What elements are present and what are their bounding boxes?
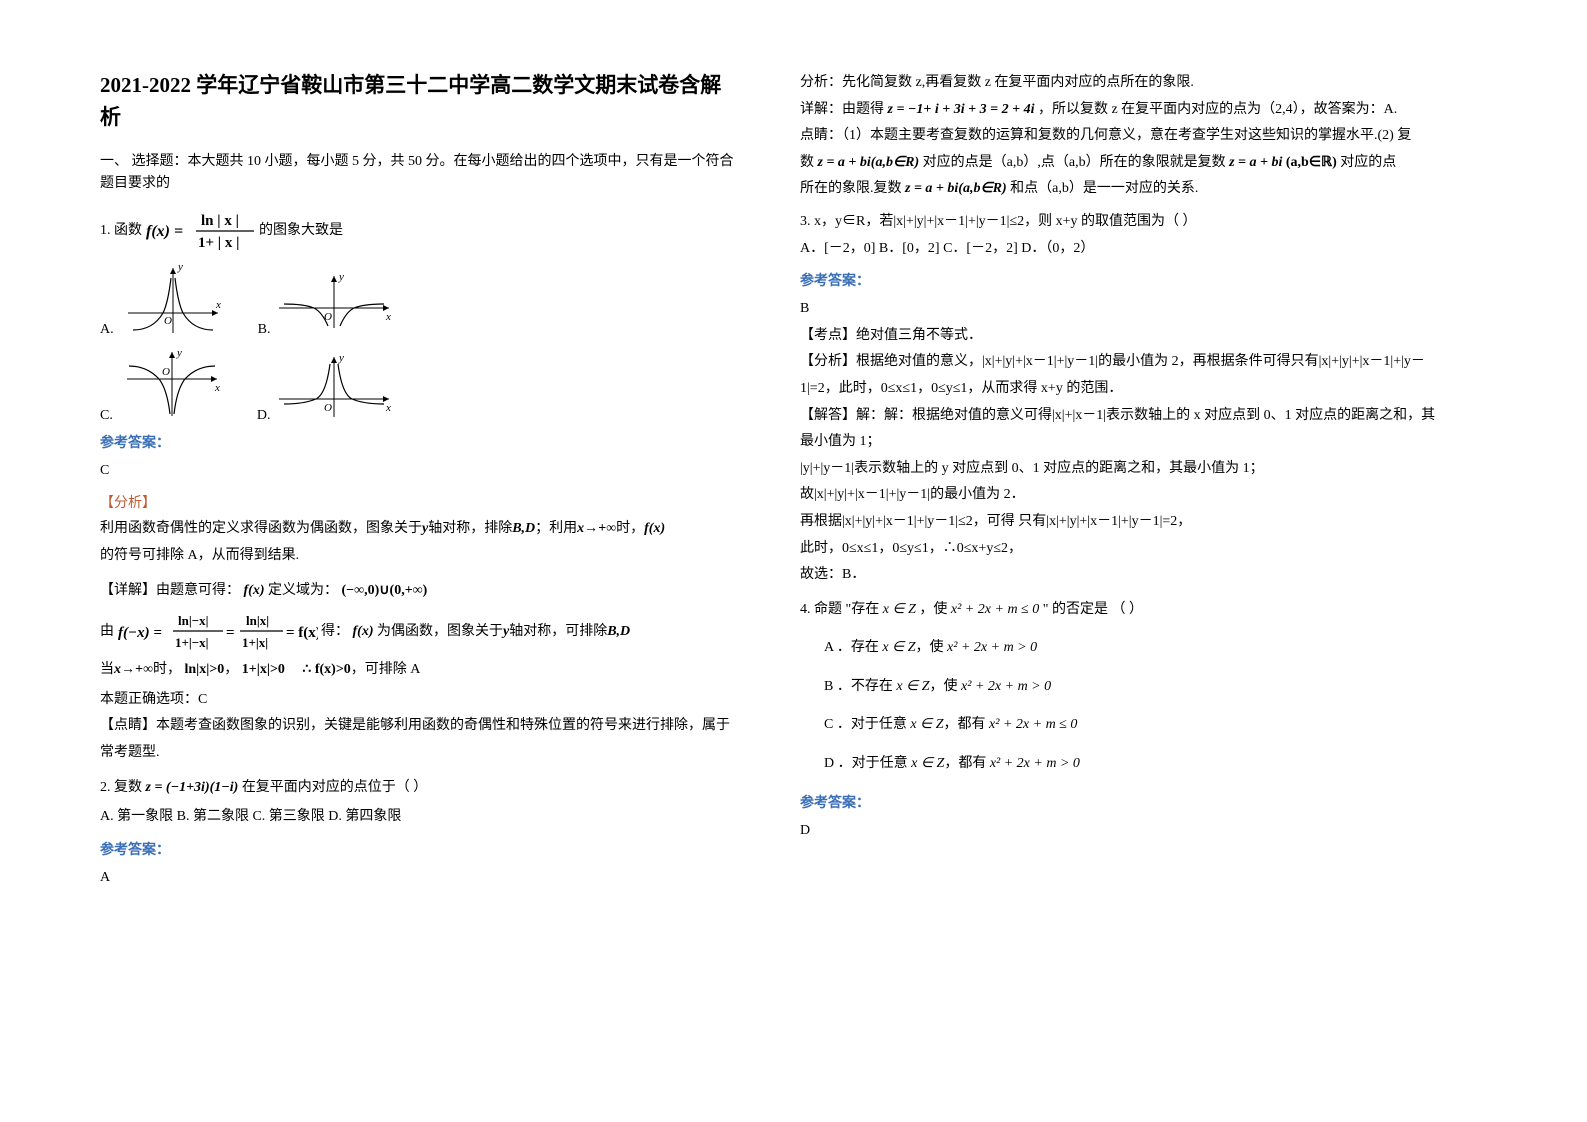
- svg-text:= f(x): = f(x): [286, 625, 318, 641]
- q1-options-row1: A. y x O B.: [100, 258, 740, 338]
- q3-jd5: 此时，0≤x≤1，0≤y≤1，∴0≤x+y≤2，: [800, 536, 1440, 563]
- q3-jd3: 故|x|+|y|+|x－1|+|y－1|的最小值为 2．: [800, 482, 1440, 509]
- svg-text:O: O: [324, 402, 332, 414]
- q2-answer-label: 参考答案：: [100, 839, 740, 859]
- q3-answer-label: 参考答案：: [800, 270, 1440, 290]
- q2-r4: 所在的象限.复数 z = a + bi(a,b∈R) 和点（a,b）是一一对应的…: [800, 176, 1440, 203]
- q4-answer-label: 参考答案：: [800, 792, 1440, 812]
- q1-when-line: 当x→+∞时， ln|x|>0， 1+|x|>0 ∴ f(x)>0，可排除 A: [100, 657, 740, 684]
- svg-text:1+|−x|: 1+|−x|: [175, 635, 209, 650]
- svg-text:ln | x |: ln | x |: [201, 213, 239, 229]
- q1-graphA: y x O: [118, 258, 228, 338]
- q2-r2: 详解：由题得 z = −1+ i + 3i + 3 = 2 + 4i ，所以复数…: [800, 97, 1440, 124]
- q3-jd4: 再根据|x|+|y|+|x－1|+|y－1|≤2，可得 只有|x|+|y|+|x…: [800, 509, 1440, 536]
- q2-r3: 点睛：（1）本题主要考查复数的运算和复数的几何意义，意在考查学生对这些知识的掌握…: [800, 123, 1440, 150]
- q4-answer: D: [800, 818, 1440, 845]
- q4-optC: C ．对于任意 x ∈ Z，都有 x² + 2x + m ≤ 0: [800, 712, 1440, 739]
- q1-answer-label: 参考答案：: [100, 432, 740, 452]
- svg-text:x: x: [214, 382, 220, 394]
- q3-answer: B: [800, 296, 1440, 323]
- svg-text:y: y: [338, 271, 344, 283]
- svg-text:=: =: [226, 625, 235, 641]
- q3-line2: A．[－2，0] B．[0，2] C．[－2，2] D．（0，2）: [800, 236, 1440, 263]
- svg-text:O: O: [164, 315, 172, 327]
- q1-correct: 本题正确选项：C: [100, 687, 740, 714]
- q1-prefix: 1. 函数: [100, 223, 142, 238]
- q1-optB-label: B.: [258, 322, 271, 338]
- q1-suffix: 的图象大致是: [259, 223, 343, 238]
- q1-detail-line: 【详解】由题意可得： f(x) 定义域为： (−∞,0)∪(0,+∞): [100, 578, 740, 605]
- q3-jd6: 故选：B．: [800, 562, 1440, 589]
- q2-r3b: 数 z = a + bi(a,b∈R) 对应的点是（a,b）,点（a,b）所在的…: [800, 150, 1440, 177]
- q1-graphB: y x O: [274, 268, 394, 338]
- svg-text:1+ | x |: 1+ | x |: [198, 235, 239, 251]
- q1-formula: f(x) = ln | x | 1+ | x |: [146, 210, 256, 252]
- svg-text:ln|x|: ln|x|: [246, 613, 269, 628]
- svg-text:f(−x) =: f(−x) =: [118, 625, 162, 641]
- section-instructions: 一、 选择题：本大题共 10 小题，每小题 5 分，共 50 分。在每小题给出的…: [100, 151, 740, 196]
- q4-optA: A ．存在 x ∈ Z，使 x² + 2x + m > 0: [800, 635, 1440, 662]
- q3-jd2: |y|+|y－1|表示数轴上的 y 对应点到 0、1 对应点的距离之和，其最小值…: [800, 456, 1440, 483]
- q1-analysis-line2: 的符号可排除 A，从而得到结果.: [100, 543, 740, 570]
- q1-stem: 1. 函数 f(x) = ln | x | 1+ | x | 的图象大致是: [100, 210, 740, 252]
- q3-fx: 【分析】根据绝对值的意义，|x|+|y|+|x－1|+|y－1|的最小值为 2，…: [800, 349, 1440, 402]
- svg-text:x: x: [215, 299, 221, 311]
- q1-optD-label: D.: [257, 408, 271, 424]
- q1-optA-label: A.: [100, 322, 114, 338]
- svg-text:x: x: [385, 311, 391, 323]
- svg-text:x: x: [385, 402, 391, 414]
- svg-text:y: y: [177, 261, 183, 273]
- q3-kd: 【考点】绝对值三角不等式．: [800, 323, 1440, 350]
- q1-analysis-line1: 利用函数奇偶性的定义求得函数为偶函数，图象关于y轴对称，排除B,D；利用x→+∞…: [100, 516, 740, 543]
- svg-text:1+|x|: 1+|x|: [242, 635, 268, 650]
- svg-text:y: y: [176, 347, 182, 359]
- page-title: 2021-2022 学年辽宁省鞍山市第三十二中学高二数学文期末试卷含解析: [100, 70, 740, 133]
- q1-graphC: y x O: [117, 344, 227, 424]
- q4-stem: 4. 命题 "存在 x ∈ Z ，使 x² + 2x + m ≤ 0 " 的否定…: [800, 597, 1440, 624]
- svg-text:O: O: [162, 366, 170, 378]
- q1-derive-line: 由 f(−x) = ln|−x| 1+|−x| = ln|x| 1+|x| = …: [100, 610, 740, 654]
- q1-graphD: y x O: [274, 349, 394, 424]
- q3-jd1: 【解答】解：解：根据绝对值的意义可得|x|+|x－1|表示数轴上的 x 对应点到…: [800, 403, 1440, 456]
- q4-optD: D ．对于任意 x ∈ Z，都有 x² + 2x + m > 0: [800, 751, 1440, 778]
- q1-analysis-label: 【分析】: [100, 492, 740, 512]
- svg-text:ln|−x|: ln|−x|: [178, 613, 208, 628]
- q2-stem: 2. 复数 z = (−1+3i)(1−i) 在复平面内对应的点位于（ ）: [100, 775, 740, 802]
- q2-options: A. 第一象限 B. 第二象限 C. 第三象限 D. 第四象限: [100, 804, 740, 831]
- q2-r1: 分析：先化简复数 z,再看复数 z 在复平面内对应的点所在的象限.: [800, 70, 1440, 97]
- svg-text:y: y: [338, 352, 344, 364]
- q1-optC-label: C.: [100, 408, 113, 424]
- q2-answer: A: [100, 865, 740, 892]
- q3-line1: 3. x，y∈R，若|x|+|y|+|x－1|+|y－1|≤2，则 x+y 的取…: [800, 209, 1440, 236]
- q1-options-row2: C. y x O D.: [100, 344, 740, 424]
- q1-answer: C: [100, 458, 740, 485]
- q4-optB: B ．不存在 x ∈ Z，使 x² + 2x + m > 0: [800, 674, 1440, 701]
- svg-text:f(x) =: f(x) =: [146, 223, 183, 240]
- q1-point: 【点睛】本题考查函数图象的识别，关键是能够利用函数的奇偶性和特殊位置的符号来进行…: [100, 713, 740, 766]
